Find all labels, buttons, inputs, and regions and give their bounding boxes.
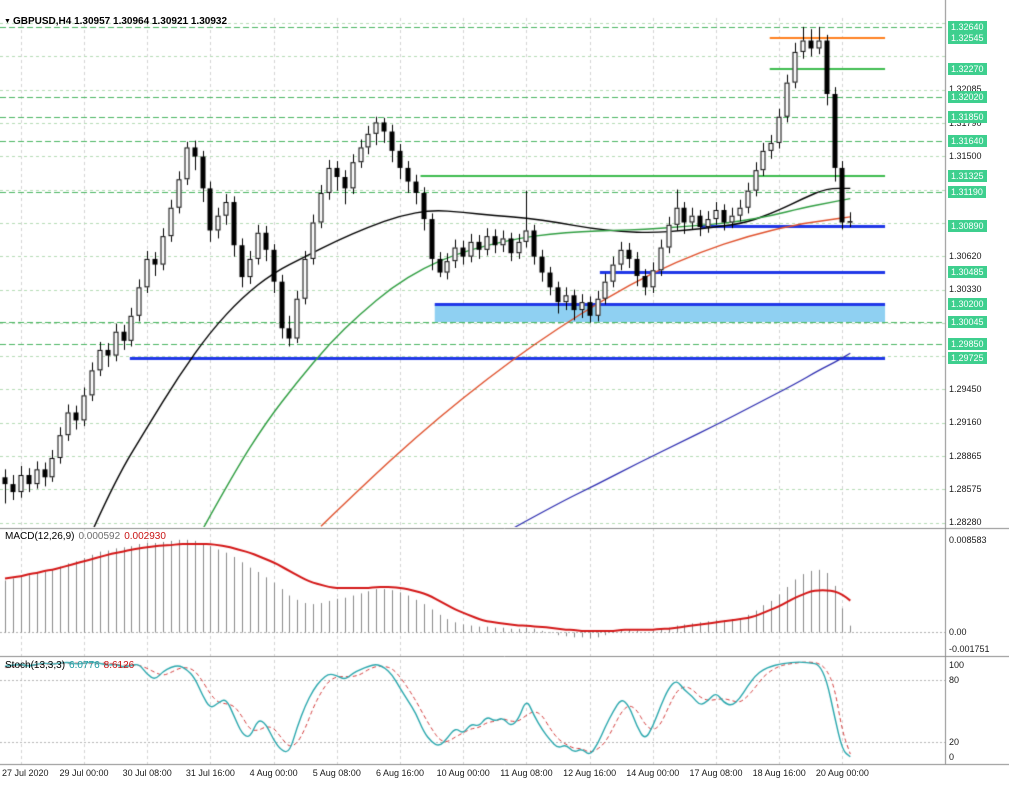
stoch-panel-title: Stoch(13,3,3) 6.0776 8.6126	[5, 660, 134, 671]
macd-signal-value: 0.002930	[124, 531, 166, 542]
macd-indicator-label: MACD(12,26,9)	[5, 531, 75, 542]
symbol-dropdown-icon[interactable]: ▼	[4, 18, 11, 25]
macd-panel-title: MACD(12,26,9) 0.000592 0.002930	[5, 531, 166, 542]
quote-ohlc-label: 1.30957 1.30964 1.30921 1.30932	[74, 16, 228, 27]
stoch-indicator-label: Stoch(13,3,3)	[5, 660, 66, 671]
chart-title: ▼ GBPUSD,H4 1.30957 1.30964 1.30921 1.309…	[4, 16, 227, 27]
symbol-timeframe-label: GBPUSD,H4	[12, 16, 72, 27]
stoch-signal-value: 8.6126	[103, 660, 135, 671]
macd-main-value: 0.000592	[78, 531, 121, 542]
stoch-main-value: 6.0776	[69, 660, 100, 671]
